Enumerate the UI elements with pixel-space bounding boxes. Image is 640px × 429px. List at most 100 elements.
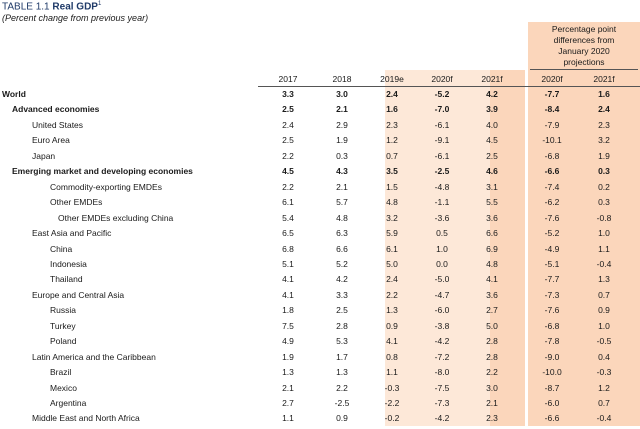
growth-value-cell: -0.3 [384,382,400,393]
growth-value-cell: -4.2 [434,336,450,347]
growth-value-cell: 3.3 [282,89,294,99]
growth-value-cell: 6.6 [336,243,348,254]
table-row: Japan 2.2 0.3 0.7 -6.1 2.5 -6.8 1.9 [0,151,640,166]
pp-difference-cell: 0.9 [598,305,610,316]
growth-value-cell: 1.3 [336,367,348,378]
pp-difference-cell: 0.7 [598,289,610,300]
growth-value-cell: 5.2 [336,258,348,269]
growth-value-cell: 6.5 [282,228,294,239]
pp-header-rule [530,69,638,70]
row-label: Europe and Central Asia [32,289,125,300]
row-label: Brazil [50,367,72,378]
row-label: Euro Area [32,135,70,146]
growth-value-cell: 2.2 [336,382,348,393]
growth-value-cell: 4.9 [282,336,294,347]
growth-value-cell: 2.2 [386,289,398,300]
growth-value-cell: 0.3 [336,150,348,161]
growth-value-cell: 4.1 [386,336,398,347]
table-row: Euro Area 2.5 1.9 1.2 -9.1 4.5 -10.1 3.2 [0,135,640,150]
pp-difference-cell: -5.2 [544,228,560,239]
pp-header-line: differences from [553,35,615,45]
growth-value-cell: -4.7 [434,289,450,300]
growth-value-cell: -3.6 [434,212,450,223]
year-header: 2018 [332,74,352,84]
growth-value-cell: 2.2 [486,367,498,378]
growth-value-cell: 2.8 [486,351,498,362]
pp-difference-cell: -10.1 [542,135,562,146]
growth-value-cell: 3.9 [486,104,498,115]
row-label: Middle East and North Africa [32,413,140,424]
growth-value-cell: 5.0 [486,320,498,331]
pp-difference-cell: -7.4 [544,181,560,192]
table-row: China 6.8 6.6 6.1 1.0 6.9 -4.9 1.1 [0,244,640,259]
growth-value-cell: 4.1 [282,289,294,300]
pp-difference-cell: -6.8 [544,150,560,161]
row-label: Other EMDEs excluding China [58,212,174,223]
growth-value-cell: 1.9 [282,351,294,362]
pp-difference-cell: -6.6 [544,413,560,424]
year-header: 2019e [380,74,404,84]
growth-value-cell: 1.0 [436,243,448,254]
growth-value-cell: 2.7 [486,305,498,316]
row-label: Indonesia [50,258,87,269]
table-row: Russia 1.8 2.5 1.3 -6.0 2.7 -7.6 0.9 [0,305,640,320]
pp-difference-cell: 1.6 [598,89,610,99]
pp-difference-cell: 0.7 [598,398,610,408]
pp-difference-cell: -8.7 [544,382,560,393]
table-number: TABLE 1.1 [2,1,50,13]
pp-difference-cell: -6.8 [544,320,560,331]
growth-value-cell: 2.5 [486,150,498,161]
pp-difference-cell: 2.4 [598,104,610,115]
growth-value-cell: 1.9 [336,135,348,146]
growth-value-cell: 3.3 [336,289,348,300]
growth-value-cell: 1.8 [282,305,294,316]
row-label: Mexico [50,382,77,393]
growth-value-cell: 5.1 [282,258,294,269]
growth-value-cell: 0.9 [386,320,398,331]
growth-value-cell: 0.8 [386,351,398,362]
growth-value-cell: 1.1 [386,367,398,378]
growth-value-cell: 2.8 [486,336,498,347]
growth-value-cell: -6.0 [434,305,450,316]
pp-difference-cell: -7.3 [544,289,560,300]
growth-value-cell: -0.2 [384,413,400,424]
table-row: Turkey 7.5 2.8 0.9 -3.8 5.0 -6.8 1.0 [0,321,640,336]
growth-value-cell: -5.0 [434,274,450,285]
growth-value-cell: 5.4 [282,212,294,223]
pp-difference-cell: -4.9 [544,243,560,254]
growth-value-cell: 2.5 [336,305,348,316]
pp-difference-cell: 1.0 [598,228,610,239]
row-label: Turkey [50,320,76,331]
pp-difference-cell: -0.5 [596,336,612,347]
pp-difference-cell: 0.3 [598,166,610,177]
growth-value-cell: -5.2 [434,89,450,99]
growth-value-cell: 2.8 [336,320,348,331]
growth-value-cell: 2.1 [336,104,348,115]
growth-value-cell: 5.7 [336,197,348,208]
table-row: Poland 4.9 5.3 4.1 -4.2 2.8 -7.8 -0.5 [0,336,640,351]
growth-value-cell: 6.6 [486,228,498,239]
pp-difference-cell: 1.9 [598,150,610,161]
growth-value-cell: 2.2 [282,150,294,161]
row-label: Commodity-exporting EMDEs [50,181,162,192]
growth-value-cell: 4.8 [386,197,398,208]
growth-value-cell: 0.9 [336,413,348,424]
table-row: United States 2.4 2.9 2.3 -6.1 4.0 -7.9 2.3 [0,120,640,135]
pp-difference-cell: -10.0 [542,367,562,378]
growth-value-cell: 1.5 [386,181,398,192]
growth-value-cell: 5.3 [336,336,348,347]
pp-difference-cell: -6.6 [544,166,560,177]
pp-difference-cell: -0.4 [596,258,612,269]
pp-header-line: January 2020 [558,46,610,56]
table-row: East Asia and Pacific 6.5 6.3 5.9 0.5 6.6 -5.2… [0,228,640,243]
row-label: China [50,243,73,254]
growth-value-cell: 2.3 [486,413,498,424]
growth-value-cell: 5.5 [486,197,498,208]
growth-value-cell: 4.2 [486,89,498,99]
pp-header-line: projections [563,57,605,67]
pp-difference-cell: -0.4 [596,413,612,424]
growth-value-cell: -7.0 [434,104,450,115]
growth-value-cell: 1.1 [282,413,294,424]
growth-value-cell: 2.1 [336,181,348,192]
growth-value-cell: 2.4 [282,119,294,130]
